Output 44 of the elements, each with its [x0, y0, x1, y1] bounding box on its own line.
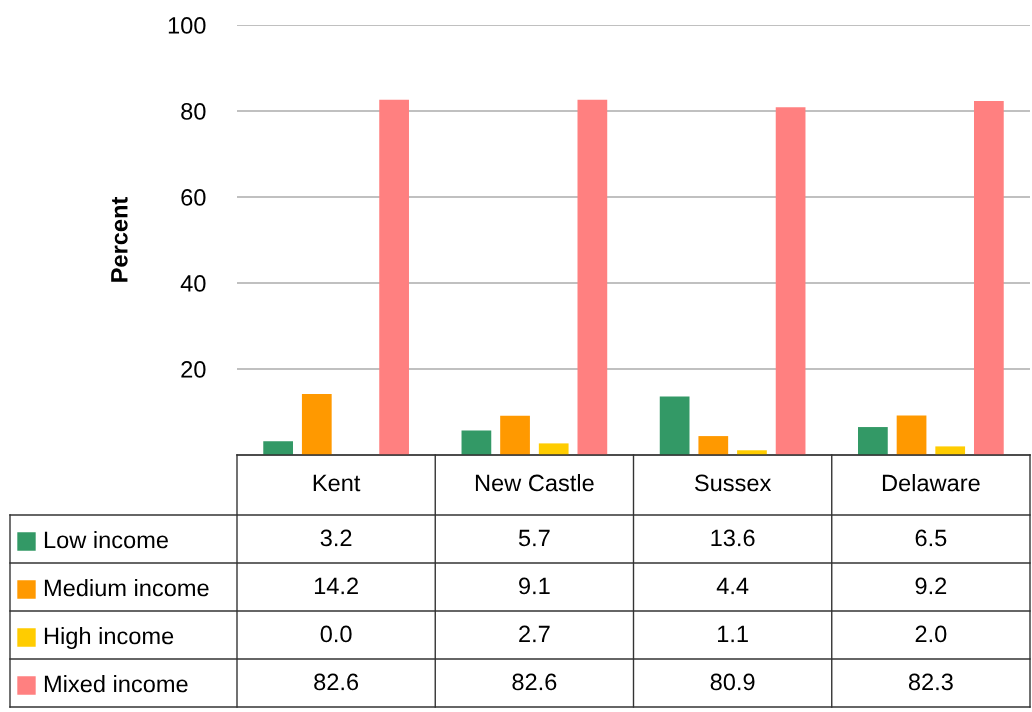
data-label: 9.2 — [915, 577, 947, 595]
bar — [935, 446, 966, 455]
y-tick-label: 100 — [168, 17, 206, 34]
legend-label: Mixed income — [44, 674, 188, 693]
legend-label: Medium income — [44, 578, 209, 597]
bar — [263, 441, 294, 455]
y-tick-label: 40 — [180, 275, 206, 292]
data-label: 80.9 — [710, 673, 755, 691]
bar — [659, 396, 690, 455]
data-label: 82.6 — [512, 673, 557, 691]
bar — [973, 101, 1004, 455]
data-label: 4.4 — [716, 577, 749, 595]
data-label: 6.5 — [915, 529, 947, 547]
data-label: 2.7 — [519, 625, 550, 643]
y-tick-label: 20 — [181, 361, 206, 378]
bar — [896, 415, 927, 455]
data-label: 9.1 — [519, 577, 550, 595]
data-label: 5.7 — [518, 529, 550, 547]
x-tick-label: Sussex — [694, 474, 772, 492]
y-axis-title: Percent — [111, 196, 128, 282]
data-label: 1.1 — [718, 625, 748, 643]
bar — [775, 107, 806, 455]
legend-label: Low income — [44, 530, 168, 549]
data-label: 2.0 — [915, 625, 947, 643]
data-label: 82.3 — [908, 673, 953, 691]
bar — [500, 415, 530, 455]
x-tick-label: New Castle — [475, 473, 594, 492]
bar — [379, 99, 409, 455]
data-label: 82.6 — [314, 673, 359, 691]
data-label: 0.0 — [320, 625, 352, 643]
bar — [538, 443, 569, 455]
data-label: 14.2 — [314, 577, 358, 595]
legend-label: High income — [44, 626, 174, 650]
bar — [301, 393, 332, 455]
bar — [461, 430, 492, 455]
data-label: 13.6 — [711, 529, 755, 547]
x-tick-label: Delaware — [882, 473, 980, 492]
bar — [858, 427, 888, 455]
y-tick-label: 60 — [181, 189, 206, 206]
data-label: 3.2 — [320, 529, 352, 547]
bar — [698, 436, 729, 455]
y-tick-label: 80 — [181, 103, 206, 120]
x-tick-label: Kent — [313, 474, 361, 492]
bar — [577, 99, 608, 455]
